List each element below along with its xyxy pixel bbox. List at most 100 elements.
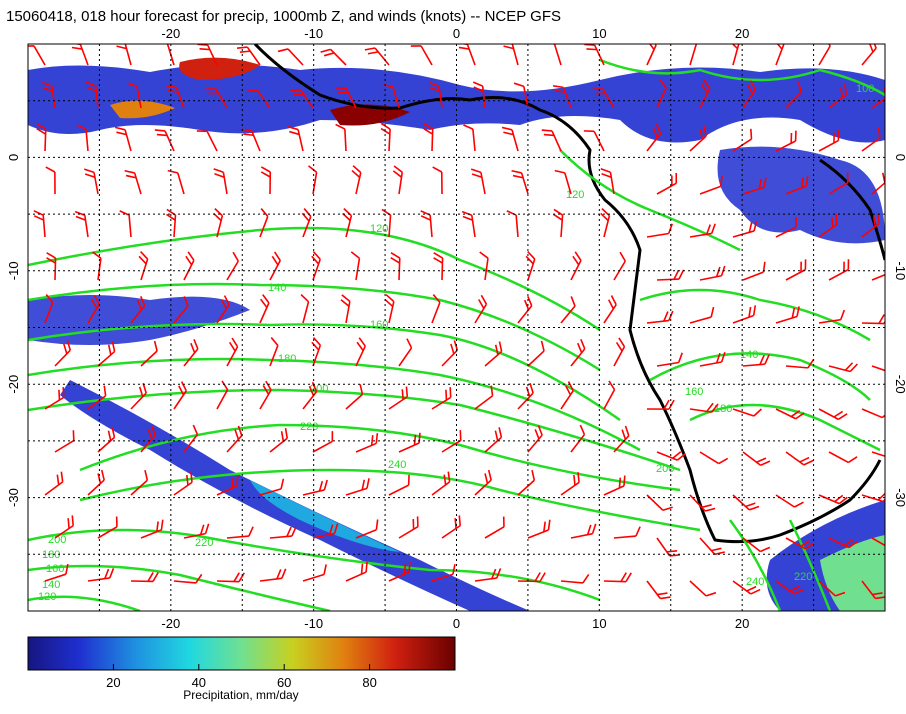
contour-label: 120 xyxy=(38,591,56,603)
wind-barb xyxy=(732,220,758,238)
wind-barb xyxy=(260,166,272,195)
wind-barb xyxy=(269,337,279,367)
wind-barb xyxy=(166,84,185,109)
contour-line xyxy=(728,519,782,611)
wind-barb xyxy=(732,305,757,324)
contour-label: 120 xyxy=(566,189,584,201)
wind-barb xyxy=(340,294,351,324)
lat-tick-label-left: -20 xyxy=(6,375,21,394)
wind-barb xyxy=(87,469,105,496)
wind-barb xyxy=(124,169,142,195)
wind-barb xyxy=(818,580,846,597)
wind-barb xyxy=(388,386,409,410)
wind-barb xyxy=(818,408,848,421)
wind-barb xyxy=(216,475,239,496)
wind-barb xyxy=(689,223,716,238)
wind-barb xyxy=(355,519,379,539)
coastline-layer xyxy=(253,44,885,544)
wind-barb xyxy=(828,451,858,464)
wind-barb xyxy=(646,580,671,600)
lat-tick-label-left: 0 xyxy=(6,154,21,161)
colorbar-tick-label: 80 xyxy=(362,675,376,690)
contour-line xyxy=(599,58,885,97)
wind-barb xyxy=(398,338,413,367)
wind-barb xyxy=(213,168,228,195)
wind-barb xyxy=(689,402,719,413)
wind-barb xyxy=(119,210,132,238)
wind-barb xyxy=(732,408,763,417)
contour-label: 100 xyxy=(856,83,874,95)
wind-barb xyxy=(97,516,118,539)
wind-barb xyxy=(213,208,224,238)
wind-barb xyxy=(742,354,770,367)
wind-barb xyxy=(226,251,239,281)
wind-barb xyxy=(216,295,230,324)
wind-barb xyxy=(699,537,725,556)
wind-barb xyxy=(861,408,885,419)
wind-barb xyxy=(474,568,502,582)
wind-barb xyxy=(775,306,800,324)
colorbar-tick-label: 20 xyxy=(106,675,120,690)
wind-barb xyxy=(166,208,177,238)
contour-label: 180 xyxy=(714,403,732,415)
wind-barb xyxy=(87,294,101,324)
lat-tick-label-right: 0 xyxy=(893,154,906,161)
wind-barb xyxy=(36,123,47,152)
wind-barb xyxy=(431,294,441,324)
wind-barb xyxy=(130,383,147,410)
wind-barb xyxy=(41,81,56,109)
contour-label: 160 xyxy=(46,563,64,575)
contour-label: 160 xyxy=(685,386,703,398)
wind-barb xyxy=(732,494,760,511)
lon-tick-label-top: 20 xyxy=(735,26,749,41)
lon-tick-label-top: 10 xyxy=(592,26,606,41)
wind-barb xyxy=(785,451,814,466)
contour-line xyxy=(28,388,681,472)
contour-line xyxy=(79,468,701,532)
contour-label: 200 xyxy=(48,534,66,546)
wind-barb xyxy=(382,83,400,109)
wind-barb xyxy=(570,251,582,281)
wind-barb xyxy=(785,537,815,550)
wind-barb xyxy=(74,210,89,238)
contour-line xyxy=(28,357,641,452)
wind-barb xyxy=(216,572,245,583)
contour-label: 140 xyxy=(42,579,60,591)
wind-barb xyxy=(87,568,115,582)
lon-tick-label-bottom: 0 xyxy=(453,616,460,631)
contour-label: 220 xyxy=(195,537,213,549)
wind-barb xyxy=(432,166,443,195)
wind-barb xyxy=(269,251,281,281)
contour-label: 240 xyxy=(746,576,764,588)
wind-barb xyxy=(474,385,494,410)
lon-tick-label-top: -20 xyxy=(161,26,180,41)
wind-barb xyxy=(775,408,805,420)
wind-barb xyxy=(302,479,328,496)
wind-barb xyxy=(157,44,175,66)
wind-barb xyxy=(871,271,885,281)
wind-barb xyxy=(656,173,678,195)
wind-barb xyxy=(277,48,304,66)
wind-barb xyxy=(420,210,433,238)
wind-barb xyxy=(646,310,674,324)
wind-barb xyxy=(364,47,390,66)
wind-barb xyxy=(173,472,193,496)
wind-barb xyxy=(431,471,451,496)
wind-barb xyxy=(818,214,838,238)
contour-line xyxy=(649,352,871,401)
lon-tick-label-bottom: 20 xyxy=(735,616,749,631)
wind-barb xyxy=(46,252,57,281)
wind-barb xyxy=(183,523,210,539)
wind-barb xyxy=(732,580,761,595)
wind-barb xyxy=(729,44,740,66)
wind-barb xyxy=(28,45,46,66)
wind-barb xyxy=(613,337,626,367)
wind-barb xyxy=(656,451,686,461)
geopotential-contours xyxy=(28,58,885,611)
contour-label: 180 xyxy=(278,353,296,365)
wind-barb xyxy=(140,340,158,367)
wind-barb xyxy=(183,251,195,281)
wind-barb xyxy=(656,352,683,367)
wind-barb xyxy=(699,79,711,109)
precip-core-north-3 xyxy=(110,100,175,119)
